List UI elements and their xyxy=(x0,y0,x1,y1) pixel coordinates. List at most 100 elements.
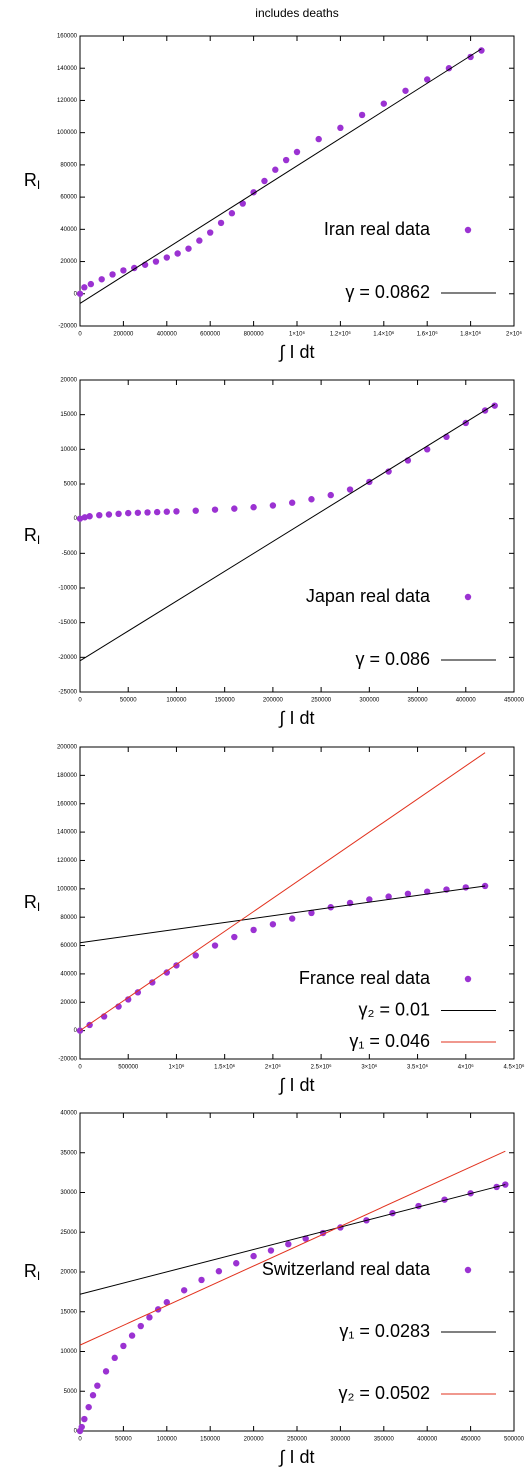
data-point xyxy=(366,896,373,903)
legend-label: France real data xyxy=(299,968,431,988)
data-point xyxy=(424,76,431,83)
x-tick-label: 50000 xyxy=(120,698,137,704)
y-tick-label: 40000 xyxy=(60,1111,77,1117)
x-tick-label: 3×10⁶ xyxy=(361,1064,378,1071)
data-point xyxy=(81,284,88,291)
x-tick-label: 500000 xyxy=(504,1437,525,1443)
x-tick-label: 400000 xyxy=(417,1437,438,1443)
legend-label: γ = 0.0862 xyxy=(345,282,430,302)
data-point xyxy=(346,486,354,493)
x-tick-label: 200000 xyxy=(263,698,284,704)
y-tick-label: 25000 xyxy=(60,1230,77,1236)
data-point xyxy=(137,1322,144,1330)
data-point xyxy=(76,515,84,522)
legend-label: Iran real data xyxy=(324,219,431,239)
legend-label: γ₂ = 0.01 xyxy=(358,999,430,1019)
x-tick-label: 450000 xyxy=(461,1437,482,1443)
data-point xyxy=(211,942,219,949)
y-tick-label: 40000 xyxy=(60,227,77,233)
data-point xyxy=(128,1332,136,1339)
y-axis-label-main: R xyxy=(24,170,37,190)
data-point xyxy=(424,446,431,453)
data-point xyxy=(144,509,151,516)
data-point xyxy=(185,245,192,252)
y-tick-label: 5000 xyxy=(64,482,78,488)
y-tick-label: 140000 xyxy=(57,66,78,72)
y-tick-label: -10000 xyxy=(58,586,77,592)
x-tick-label: 0 xyxy=(78,332,82,338)
data-point xyxy=(120,1342,127,1350)
data-point xyxy=(180,1287,188,1294)
x-tick-label: 200000 xyxy=(113,332,134,338)
x-tick-label: 250000 xyxy=(311,698,332,704)
y-tick-label: 140000 xyxy=(57,830,78,836)
x-tick-label: 1.8×10⁶ xyxy=(460,331,482,338)
fit-line xyxy=(79,403,495,662)
x-axis-label: ∫ I dt xyxy=(278,342,315,362)
y-tick-label: 60000 xyxy=(60,195,77,201)
y-tick-label: 10000 xyxy=(60,447,77,453)
data-point xyxy=(98,276,105,283)
x-tick-label: 3.5×10⁶ xyxy=(407,1064,429,1071)
data-point xyxy=(385,468,392,475)
data-point xyxy=(288,915,296,922)
y-tick-label: -20000 xyxy=(58,324,77,330)
y-tick-label: 0 xyxy=(74,516,78,522)
y-tick-label: -20000 xyxy=(58,1057,77,1063)
y-tick-label: 35000 xyxy=(60,1150,77,1156)
y-tick-label: 10000 xyxy=(60,1349,77,1355)
data-point xyxy=(308,909,315,917)
y-axis-label-sub: I xyxy=(37,533,40,547)
x-tick-label: 4×10⁶ xyxy=(458,1064,475,1071)
y-tick-label: -25000 xyxy=(58,690,77,696)
legend-label: Japan real data xyxy=(306,586,431,606)
y-tick-label: 5000 xyxy=(64,1389,78,1395)
data-point xyxy=(76,290,84,297)
y-axis-label-main: R xyxy=(24,892,37,912)
data-point xyxy=(125,996,132,1003)
y-tick-label: 15000 xyxy=(60,1309,77,1315)
x-tick-label: 1.4×10⁶ xyxy=(373,331,395,338)
x-tick-label: 350000 xyxy=(374,1437,395,1443)
legend-marker xyxy=(464,593,472,601)
data-point xyxy=(272,166,279,173)
y-axis-label: RI xyxy=(24,525,40,547)
data-point xyxy=(78,1423,85,1431)
data-point xyxy=(445,65,453,72)
data-point xyxy=(152,258,160,265)
fit-line xyxy=(79,48,482,304)
fit-line xyxy=(79,1150,506,1346)
data-point xyxy=(134,509,142,516)
data-point xyxy=(261,177,268,185)
data-point xyxy=(315,135,322,143)
data-point xyxy=(120,267,127,274)
y-tick-label: 80000 xyxy=(60,162,77,168)
data-point xyxy=(81,1415,88,1423)
data-point xyxy=(288,499,296,506)
y-tick-label: -15000 xyxy=(58,620,77,626)
data-point xyxy=(231,505,238,512)
y-tick-label: 0 xyxy=(74,1028,78,1034)
data-point xyxy=(149,979,156,986)
data-point xyxy=(86,513,93,520)
x-tick-label: 1×10⁶ xyxy=(289,331,306,338)
plot-frame xyxy=(79,35,515,327)
x-axis-label: ∫ I dt xyxy=(278,708,315,728)
legend-label: γ₁ = 0.0283 xyxy=(339,1321,430,1341)
data-point xyxy=(105,511,113,518)
x-tick-label: 1.2×10⁶ xyxy=(330,331,352,338)
data-point xyxy=(380,100,387,107)
legend-label: Switzerland real data xyxy=(262,1259,431,1279)
data-point xyxy=(424,888,431,895)
x-tick-label: 1.5×10⁶ xyxy=(214,1064,236,1071)
data-point xyxy=(102,1368,110,1375)
x-tick-label: 600000 xyxy=(200,332,221,338)
y-axis-label-main: R xyxy=(24,525,37,545)
legend-label: γ = 0.086 xyxy=(355,649,430,669)
y-tick-label: 0 xyxy=(74,1429,78,1435)
data-point xyxy=(285,1240,292,1248)
x-tick-label: 400000 xyxy=(157,332,178,338)
x-tick-label: 2.5×10⁶ xyxy=(311,1064,333,1071)
data-point xyxy=(163,254,170,261)
